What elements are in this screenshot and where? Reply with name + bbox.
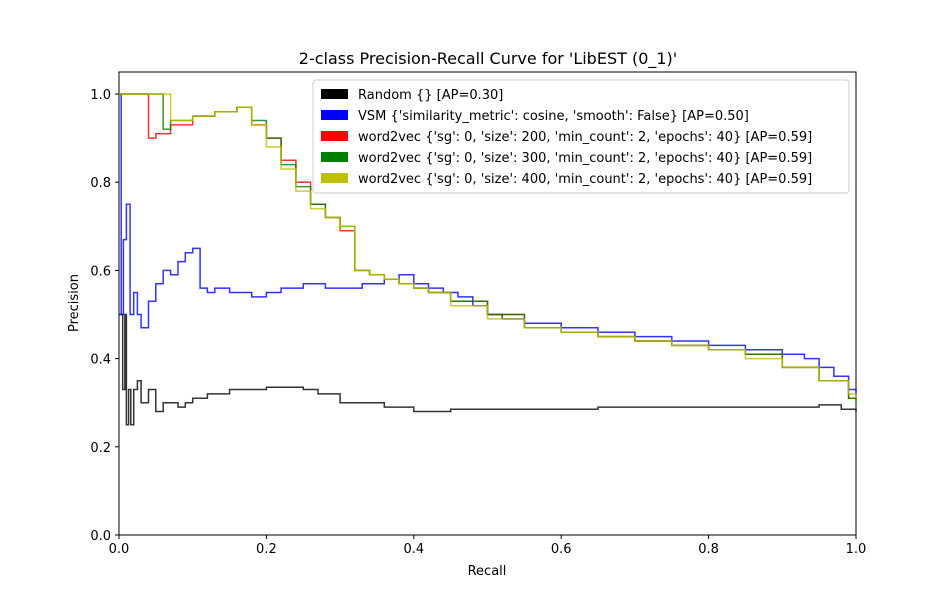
x-tick-label: 0.6 (551, 542, 572, 557)
y-tick-label: 0.2 (90, 441, 111, 456)
y-tick-label: 0.0 (90, 529, 111, 544)
y-tick-label: 0.4 (90, 353, 111, 368)
y-tick-label: 0.6 (90, 264, 111, 279)
x-tick-label: 1.0 (846, 542, 867, 557)
legend-swatch (321, 152, 348, 162)
legend-entry-label: Random {} [AP=0.30] (358, 88, 503, 103)
legend-swatch (321, 173, 348, 183)
series-line-1 (119, 93, 857, 399)
y-tick-label: 0.8 (90, 176, 111, 191)
y-axis-ticks: 0.0 0.2 0.4 0.6 0.8 1.0 (90, 88, 119, 544)
x-tick-label: 0.2 (256, 542, 277, 557)
legend-swatch (321, 110, 348, 120)
x-axis-ticks: 0.0 0.2 0.4 0.6 0.8 1.0 (109, 535, 867, 557)
legend-entry-label: word2vec {'sg': 0, 'size': 400, 'min_cou… (358, 172, 812, 187)
series-line-4 (119, 93, 857, 399)
y-axis-label: Precision (67, 274, 82, 332)
x-axis-label: Recall (468, 564, 507, 579)
legend-box (312, 79, 850, 194)
chart-title: 2-class Precision-Recall Curve for 'LibE… (299, 49, 677, 69)
legend-swatch (321, 131, 348, 141)
series-line-0 (119, 313, 857, 426)
y-tick-label: 1.0 (90, 88, 111, 103)
x-tick-label: 0.8 (698, 542, 719, 557)
plot-area-frame (118, 71, 857, 536)
series-layer (119, 93, 857, 426)
legend-entry-label: VSM {'similarity_metric': cosine, 'smoot… (358, 109, 749, 124)
legend-swatch (321, 89, 348, 99)
legend: Random {} [AP=0.30] VSM {'similarity_metr… (312, 79, 850, 194)
x-tick-label: 0.4 (403, 542, 424, 557)
legend-entry-label: word2vec {'sg': 0, 'size': 200, 'min_cou… (358, 130, 812, 145)
legend-entry-label: word2vec {'sg': 0, 'size': 300, 'min_cou… (358, 151, 812, 166)
x-tick-label: 0.0 (109, 542, 130, 557)
